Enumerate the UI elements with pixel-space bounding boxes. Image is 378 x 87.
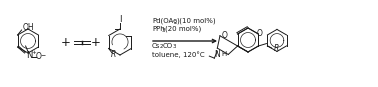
Text: 2: 2 (160, 44, 164, 50)
Text: OH: OH (23, 23, 34, 33)
Text: CO: CO (163, 43, 173, 49)
Text: +: + (91, 35, 101, 48)
Text: R: R (273, 44, 279, 53)
Text: N: N (214, 50, 220, 59)
Text: +: + (31, 50, 36, 55)
Text: (10 mol%): (10 mol%) (177, 17, 215, 24)
Text: 3: 3 (173, 44, 177, 50)
Text: O: O (256, 29, 262, 37)
Text: O: O (36, 52, 42, 61)
Text: R: R (111, 50, 116, 59)
Text: Cs: Cs (152, 43, 160, 49)
Text: (20 mol%): (20 mol%) (165, 25, 201, 32)
Text: I: I (119, 15, 121, 25)
Text: PPh: PPh (152, 26, 165, 32)
Text: −: − (40, 52, 45, 57)
Text: toluene, 120°C: toluene, 120°C (152, 51, 204, 58)
Text: N: N (26, 50, 33, 60)
Text: 2: 2 (174, 21, 178, 25)
Text: Pd(OAc): Pd(OAc) (152, 17, 180, 24)
Text: +: + (61, 35, 71, 48)
Text: 3: 3 (162, 29, 166, 33)
Text: O: O (222, 31, 228, 40)
Text: H: H (221, 51, 226, 57)
